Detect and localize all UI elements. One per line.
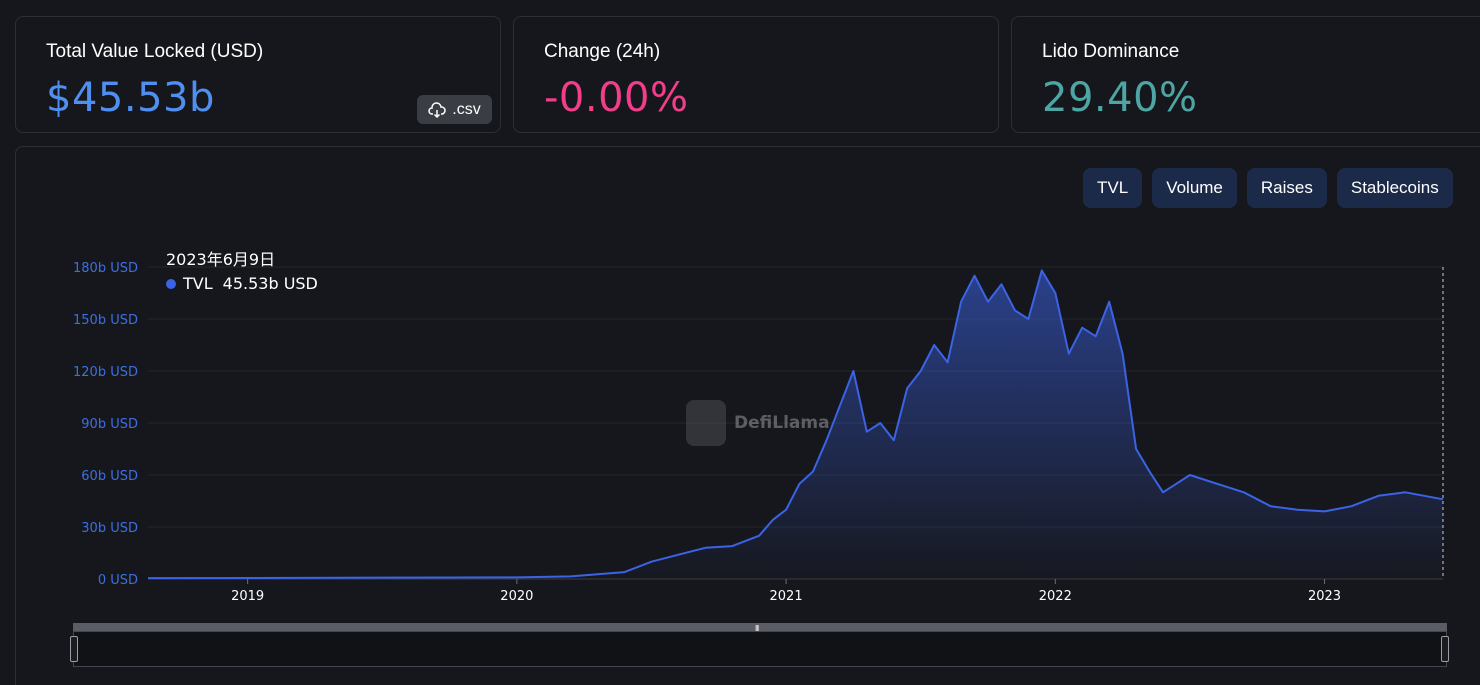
tab-raises[interactable]: Raises [1246, 168, 1327, 208]
slider-grip-icon[interactable]: ||| [755, 624, 759, 633]
y-tick-label: 0 USD [98, 573, 138, 588]
tab-tvl[interactable]: TVL [1083, 168, 1143, 208]
x-tick-label: 2019 [231, 589, 264, 604]
chart-tooltip: 2023年6月9日 TVL 45.53b USD [166, 246, 318, 293]
csv-download-button[interactable]: .csv [417, 95, 492, 124]
chart-panel [15, 146, 1480, 685]
slider-handle-right[interactable] [1441, 636, 1449, 662]
slider-track[interactable] [73, 631, 1447, 667]
chart-tabs: TVL Volume Raises Stablecoins [1083, 168, 1453, 208]
tvl-label: Total Value Locked (USD) [46, 41, 264, 62]
tooltip-series: TVL [183, 274, 213, 293]
x-tick-label: 2020 [500, 589, 533, 604]
cloud-download-icon [428, 101, 447, 118]
defillama-watermark: DefiLlama [686, 400, 830, 446]
slider-bar[interactable] [73, 623, 1447, 631]
series-dot-icon [166, 278, 176, 289]
tvl-value: $45.53b [46, 75, 215, 121]
tooltip-date: 2023年6月9日 [166, 250, 276, 269]
tab-stablecoins[interactable]: Stablecoins [1336, 168, 1453, 208]
slider-handle-left[interactable] [70, 636, 78, 662]
tooltip-value: 45.53b USD [222, 274, 318, 293]
change-value: -0.00% [544, 75, 689, 121]
dominance-label: Lido Dominance [1042, 41, 1180, 62]
range-slider[interactable]: ||| [70, 623, 1449, 667]
csv-label: .csv [452, 100, 481, 118]
watermark-text: DefiLlama [734, 413, 830, 433]
y-tick-label: 120b USD [73, 365, 138, 380]
y-tick-label: 60b USD [81, 469, 138, 484]
y-tick-label: 150b USD [73, 313, 138, 328]
x-tick-label: 2023 [1308, 589, 1341, 604]
dominance-card: Lido Dominance 29.40% [1011, 16, 1480, 133]
y-tick-label: 180b USD [73, 261, 138, 276]
y-tick-label: 30b USD [81, 521, 138, 536]
change-label: Change (24h) [544, 41, 661, 62]
tvl-series-line [147, 269, 1444, 580]
tvl-area-fill [148, 270, 1443, 579]
y-tick-label: 90b USD [81, 417, 138, 432]
llama-logo-icon [686, 400, 726, 446]
tab-volume[interactable]: Volume [1152, 168, 1237, 208]
dominance-value: 29.40% [1042, 75, 1198, 121]
change-card: Change (24h) -0.00% [513, 16, 999, 133]
x-tick-label: 2021 [770, 589, 803, 604]
tvl-card: Total Value Locked (USD) $45.53b .csv [15, 16, 501, 133]
x-tick-label: 2022 [1039, 589, 1072, 604]
